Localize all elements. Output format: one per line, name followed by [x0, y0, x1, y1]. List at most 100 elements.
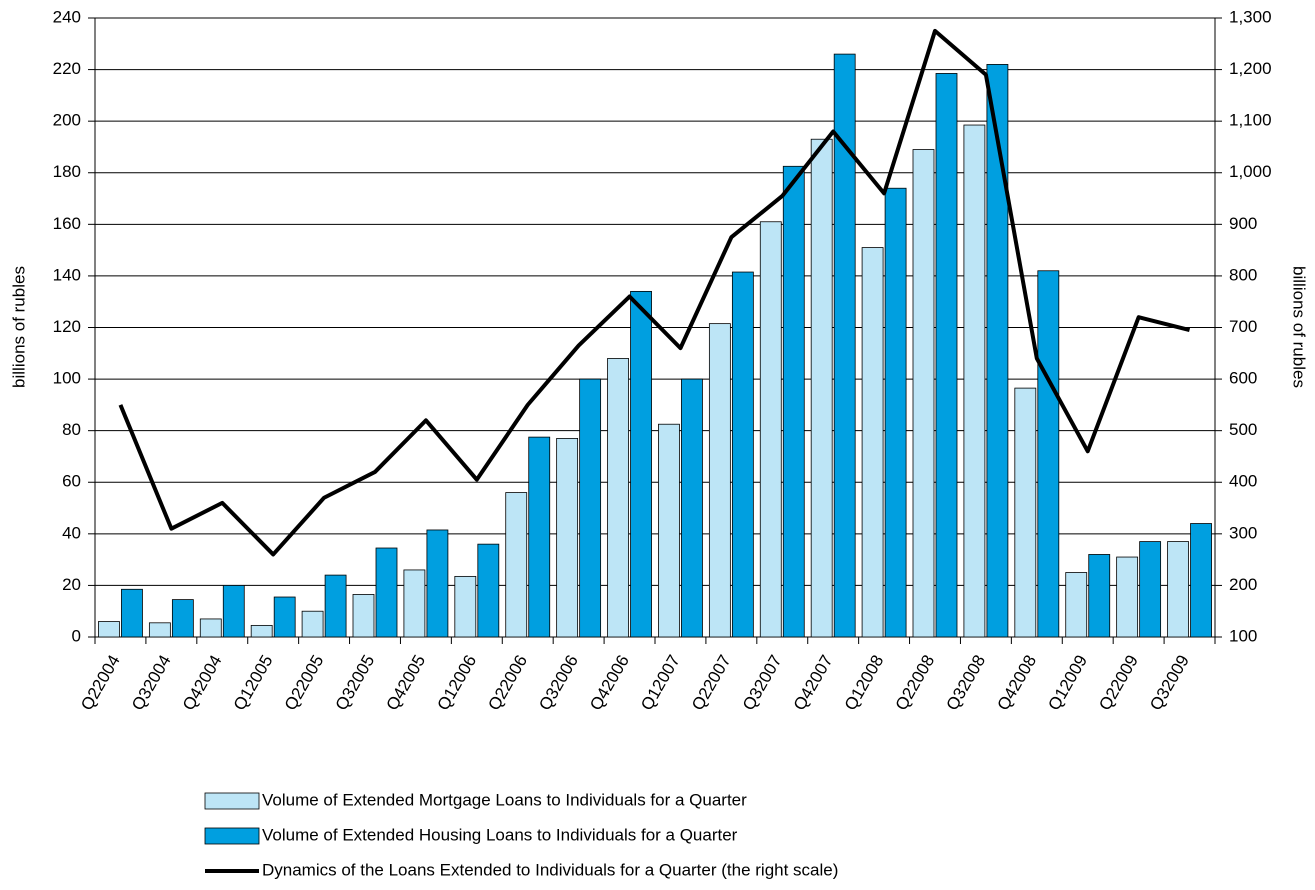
bar	[324, 574, 347, 638]
x-tick-label: Q32004	[128, 652, 175, 714]
bar	[607, 358, 629, 638]
bar	[1139, 541, 1162, 638]
y-axis-label: billions of rubles	[9, 266, 28, 388]
bar	[810, 138, 833, 638]
bar	[986, 64, 1009, 638]
y2-tick-label: 400	[1229, 472, 1257, 491]
x-tick-label: Q42004	[179, 652, 226, 714]
x-tick-label: Q22005	[281, 652, 328, 714]
x-tick-label: Q42007	[790, 652, 837, 714]
bar	[352, 594, 375, 638]
y-tick-label: 20	[62, 575, 81, 594]
y2-tick-label: 800	[1229, 265, 1257, 284]
bar	[630, 290, 652, 638]
bar	[759, 221, 782, 638]
bar	[273, 596, 296, 638]
x-tick-label: Q32006	[535, 652, 582, 714]
x-tick-label: Q22007	[688, 652, 735, 714]
y-tick-label: 40	[62, 523, 81, 542]
x-tick-label: Q42006	[586, 652, 633, 714]
x-tick-label: Q42008	[993, 652, 1040, 714]
y-tick-label: 100	[53, 369, 81, 388]
bar	[884, 187, 907, 638]
y-tick-label: 180	[53, 162, 81, 181]
bar	[505, 492, 528, 638]
bar	[426, 529, 449, 638]
y2-tick-label: 1,000	[1229, 162, 1272, 181]
legend-label: Volume of Extended Housing Loans to Indi…	[262, 825, 738, 844]
y-tick-label: 220	[53, 59, 81, 78]
x-tick-label: Q22008	[892, 652, 939, 714]
x-tick-label: Q12008	[841, 652, 888, 714]
bar	[731, 271, 754, 638]
bar	[148, 622, 171, 638]
legend-swatch	[204, 792, 260, 810]
x-tick-label: Q22009	[1095, 652, 1142, 714]
legend-label: Dynamics of the Loans Extended to Indivi…	[262, 860, 838, 879]
y-tick-label: 60	[62, 472, 81, 491]
bar	[121, 588, 143, 638]
bar	[556, 438, 579, 638]
y2-tick-label: 900	[1229, 214, 1257, 233]
bar	[250, 624, 273, 638]
bar	[861, 247, 884, 638]
bar	[403, 569, 426, 638]
bar	[1088, 554, 1111, 638]
legend-label: Volume of Extended Mortgage Loans to Ind…	[262, 790, 747, 809]
x-tick-label: Q12007	[637, 652, 684, 714]
bar	[833, 53, 856, 638]
bar	[708, 323, 731, 638]
y2-tick-label: 1,200	[1229, 59, 1272, 78]
bar	[1167, 541, 1189, 638]
y2-tick-label: 200	[1229, 575, 1257, 594]
bar	[1014, 387, 1037, 638]
bar	[912, 149, 935, 638]
y-tick-label: 160	[53, 214, 81, 233]
y2-tick-label: 100	[1229, 626, 1257, 645]
bar	[171, 599, 194, 638]
y2-tick-label: 1,100	[1229, 111, 1272, 130]
bar	[963, 124, 986, 638]
x-tick-label: Q22006	[484, 652, 531, 714]
y-tick-label: 120	[53, 317, 81, 336]
bar	[1116, 556, 1139, 638]
y-tick-label: 140	[53, 265, 81, 284]
bar	[1190, 523, 1212, 638]
bar	[222, 585, 245, 638]
y-tick-label: 0	[72, 626, 81, 645]
y2-tick-label: 1,300	[1229, 7, 1272, 26]
y2-axis-label: billions of rubles	[1290, 266, 1309, 388]
x-tick-label: Q32008	[943, 652, 990, 714]
x-tick-label: Q32005	[332, 652, 379, 714]
y2-tick-label: 700	[1229, 317, 1257, 336]
y-tick-label: 200	[53, 111, 81, 130]
bar	[477, 543, 500, 638]
bar	[199, 618, 222, 638]
bar	[782, 165, 805, 638]
x-tick-label: Q12006	[433, 652, 480, 714]
x-tick-label: Q22004	[77, 652, 124, 714]
bar	[528, 436, 551, 638]
x-tick-label: Q42005	[383, 652, 430, 714]
bar	[579, 378, 602, 638]
bar	[301, 610, 324, 638]
bar	[1065, 572, 1088, 638]
legend-swatch	[204, 827, 260, 845]
bar	[375, 547, 398, 638]
bar	[98, 621, 120, 638]
y-tick-label: 240	[53, 7, 81, 26]
y2-tick-label: 600	[1229, 369, 1257, 388]
x-tick-label: Q32009	[1146, 652, 1193, 714]
bar	[454, 575, 477, 638]
x-tick-label: Q32007	[739, 652, 786, 714]
y2-tick-label: 500	[1229, 420, 1257, 439]
x-tick-label: Q12009	[1044, 652, 1091, 714]
line	[118, 28, 1191, 557]
bar	[1037, 270, 1060, 638]
y-tick-label: 80	[62, 420, 81, 439]
x-tick-label: Q12005	[230, 652, 277, 714]
bar	[681, 378, 703, 638]
y2-tick-label: 300	[1229, 523, 1257, 542]
bar	[935, 73, 958, 638]
